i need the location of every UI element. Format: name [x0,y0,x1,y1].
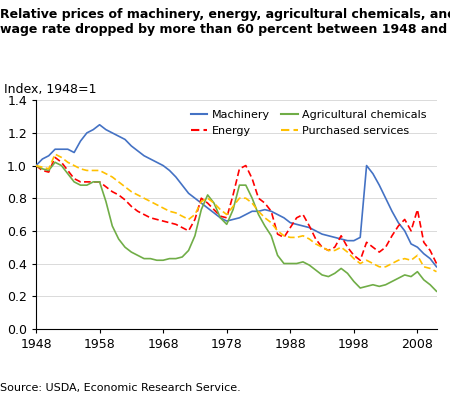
Line: Machinery: Machinery [36,125,436,267]
Agricultural chemicals [33,163,39,168]
Agricultural chemicals [52,160,58,165]
Energy [434,261,439,266]
Purchased services [33,163,39,168]
Agricultural chemicals [300,259,306,264]
Agricultural chemicals [262,224,268,229]
Machinery [294,222,299,227]
Machinery [434,264,439,269]
Machinery [33,163,39,168]
Legend: Machinery, Energy, Agricultural chemicals, Purchased services: Machinery, Energy, Agricultural chemical… [186,106,431,140]
Energy [33,163,39,168]
Purchased services [52,152,58,156]
Line: Purchased services: Purchased services [36,154,436,272]
Line: Agricultural chemicals: Agricultural chemicals [36,162,436,291]
Purchased services [90,168,96,173]
Agricultural chemicals [237,183,242,188]
Agricultural chemicals [205,192,210,197]
Agricultural chemicals [294,261,299,266]
Text: Relative prices of machinery, energy, agricultural chemicals, and purchased serv: Relative prices of machinery, energy, ag… [0,8,450,36]
Energy [294,215,299,220]
Purchased services [300,233,306,238]
Energy [262,200,268,205]
Purchased services [262,215,268,220]
Purchased services [205,196,210,200]
Energy [205,200,210,205]
Agricultural chemicals [434,289,439,294]
Purchased services [434,269,439,274]
Machinery [300,224,306,229]
Machinery [97,122,102,127]
Energy [52,155,58,160]
Energy [300,212,306,217]
Machinery [205,206,210,211]
Machinery [84,130,90,135]
Purchased services [294,235,299,240]
Purchased services [237,196,242,200]
Line: Energy: Energy [36,157,436,263]
Text: Index, 1948=1: Index, 1948=1 [4,83,96,96]
Machinery [237,215,242,220]
Machinery [262,207,268,212]
Energy [90,180,96,184]
Energy [237,166,242,171]
Text: Source: USDA, Economic Research Service.: Source: USDA, Economic Research Service. [0,383,241,393]
Agricultural chemicals [90,180,96,184]
